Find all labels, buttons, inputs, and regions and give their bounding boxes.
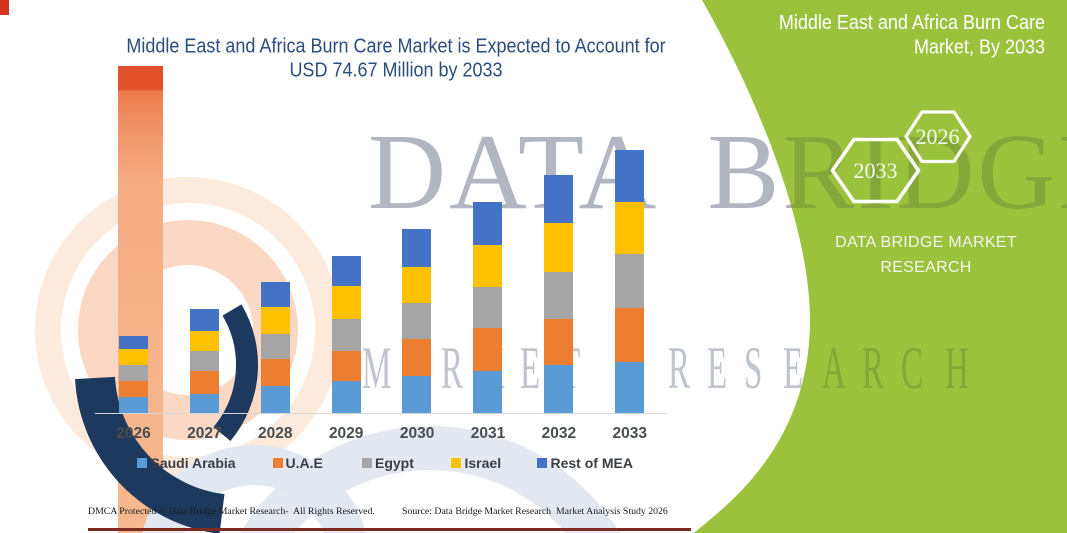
- svg-text:2026: 2026: [916, 124, 960, 149]
- svg-text:2033: 2033: [854, 158, 898, 183]
